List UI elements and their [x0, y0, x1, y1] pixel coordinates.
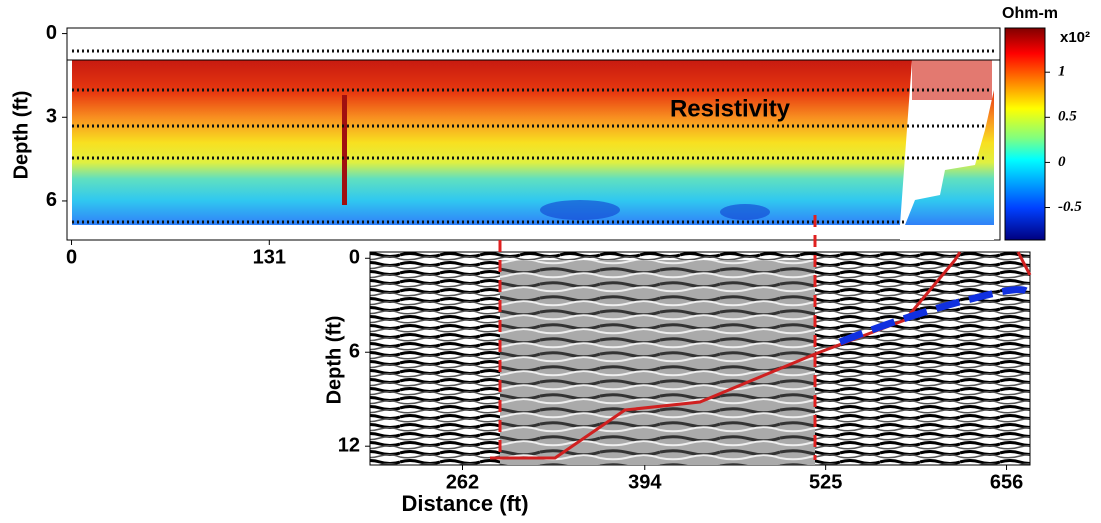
boundary-lines	[498, 215, 817, 460]
x-tick-label: 394	[628, 471, 662, 493]
radargram-zone	[500, 260, 815, 465]
y-tick-label: 0	[349, 247, 360, 269]
y-axis-label: Depth (ft)	[323, 316, 345, 405]
no-data	[900, 60, 994, 240]
colorbar-tick-label: 1	[1058, 64, 1066, 80]
x-tick-label: 262	[446, 471, 479, 493]
interpreted-line	[490, 251, 962, 460]
x-tick-label: 656	[990, 471, 1023, 493]
colorbar-tick-label: 0.5	[1058, 109, 1077, 125]
y-tick-label: 12	[338, 434, 360, 456]
colorbar-title: Ohm-m	[1002, 5, 1058, 22]
resistivity-image	[72, 60, 994, 225]
annotation: Resistivity	[670, 95, 791, 122]
electrode-lines	[72, 49, 994, 224]
low-zone	[720, 204, 770, 220]
y-tick-label: 0	[46, 22, 57, 44]
colorbar-tick-label: -0.5	[1058, 199, 1082, 215]
y-tick-label: 6	[46, 189, 57, 211]
x-tick-label: 131	[253, 246, 286, 268]
colorbar	[1004, 27, 1046, 241]
colorbar-multiplier: x10²	[1060, 29, 1090, 46]
colorbar-tick-label: 0	[1058, 154, 1066, 170]
y-axis-label: Depth (ft)	[10, 91, 32, 180]
x-axis-label: Distance (ft)	[401, 491, 528, 516]
anomaly	[342, 95, 347, 205]
y-tick-label: 6	[349, 341, 360, 363]
low-zone	[540, 200, 620, 220]
x-tick-label: 0	[66, 246, 77, 268]
interface-line	[838, 286, 1032, 346]
interpreted-line	[1016, 251, 1032, 276]
high-zone	[912, 60, 992, 100]
y-tick-label: 3	[46, 106, 57, 128]
x-tick-label: 525	[809, 471, 842, 493]
